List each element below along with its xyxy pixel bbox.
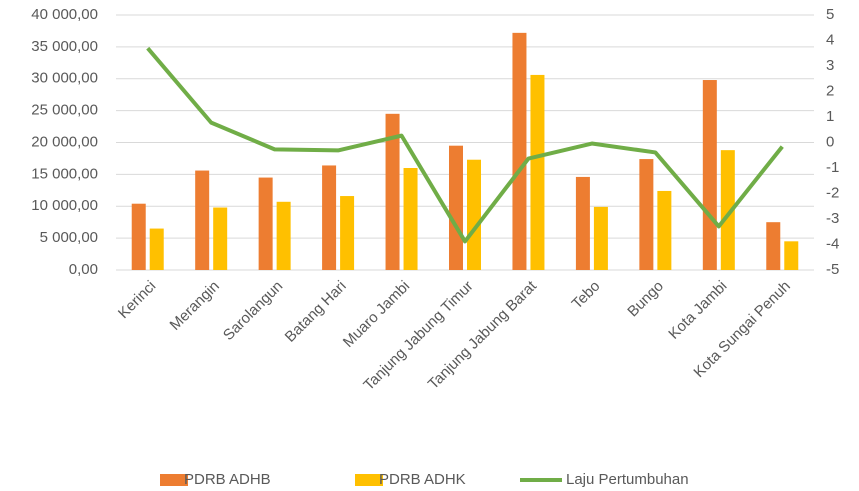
bar [131, 203, 146, 270]
y-tick-label: 20 000,00 [31, 133, 98, 150]
bar [385, 113, 400, 270]
bar [702, 80, 717, 271]
y2-tick-label: -4 [826, 235, 839, 252]
legend-swatch [355, 474, 383, 486]
bar [720, 150, 735, 270]
y-tick-label: 5 000,00 [40, 229, 98, 246]
y2-tick-label: 4 [826, 31, 834, 48]
y2-tick-label: -5 [826, 261, 839, 278]
bar [657, 190, 672, 270]
bar [639, 159, 654, 270]
x-tick-label: Kerinci [115, 278, 159, 322]
y2-tick-label: -3 [826, 210, 839, 227]
line [146, 46, 784, 244]
y-tick-label: 30 000,00 [31, 70, 98, 87]
y2-tick-label: 2 [826, 82, 834, 99]
y-tick-label: 40 000,00 [31, 6, 98, 23]
y2-tick-label: 1 [826, 108, 834, 125]
x-tick-label: Kota Jambi [665, 278, 730, 343]
bar [575, 176, 590, 270]
legend-label: Laju Pertumbuhan [566, 471, 689, 488]
y2-tick-label: 0 [826, 133, 834, 150]
bar [322, 165, 337, 270]
bar [195, 170, 210, 270]
y-tick-label: 25 000,00 [31, 102, 98, 119]
x-tick-label: Tanjung Jabung Barat [425, 277, 541, 393]
y-tick-label: 15 000,00 [31, 165, 98, 182]
legend-swatch [160, 474, 188, 486]
y-tick-label: 10 000,00 [31, 197, 98, 214]
bar [258, 177, 273, 270]
x-tick-label: Tanjung Jabung Timur [360, 278, 476, 394]
bar [784, 241, 799, 270]
bar [276, 201, 291, 270]
bar [340, 196, 355, 270]
x-tick-label: Tebo [569, 278, 604, 313]
bar [593, 206, 608, 270]
y2-tick-label: -2 [826, 184, 839, 201]
bar [149, 228, 164, 270]
bar [766, 222, 781, 270]
y2-tick-label: 3 [826, 57, 834, 74]
bar [213, 207, 228, 270]
x-tick-label: Bungo [624, 278, 667, 321]
legend-label: PDRB ADHK [379, 471, 466, 488]
bar [403, 168, 418, 270]
y-tick-label: 35 000,00 [31, 38, 98, 55]
y-tick-label: 0,00 [69, 261, 98, 278]
x-tick-label: Merangin [167, 278, 223, 334]
bar [449, 145, 463, 270]
x-tick-label: Sarolangun [220, 278, 286, 344]
x-tick-label: Batang Hari [282, 278, 350, 346]
bar [467, 159, 481, 270]
legend-label: PDRB ADHB [184, 471, 271, 488]
y2-tick-label: -1 [826, 159, 839, 176]
bar [530, 74, 545, 270]
y2-tick-label: 5 [826, 6, 834, 23]
bar [512, 32, 527, 270]
